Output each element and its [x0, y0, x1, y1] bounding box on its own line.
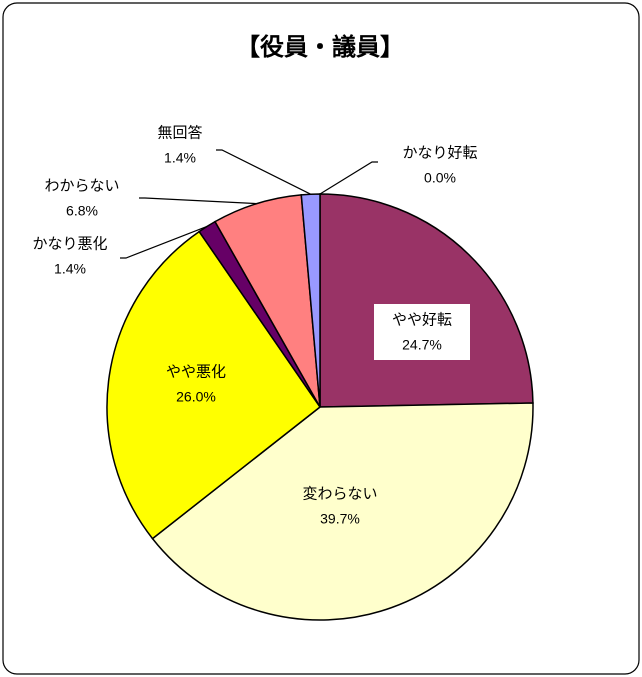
slice-label: 無回答 [157, 124, 202, 142]
slice-label: わからない [44, 177, 119, 195]
slice-label: やや好転 [392, 311, 452, 329]
slice-label: かなり悪化 [32, 235, 107, 253]
pie-slice [106, 230, 322, 540]
pie-slice [300, 193, 321, 408]
leader-line [319, 161, 378, 195]
slice-value-label: 24.7% [402, 337, 442, 353]
slice-label: 変わらない [302, 485, 377, 503]
slice-value-label: 1.4% [164, 150, 196, 166]
leader-line [216, 149, 311, 195]
chart-title: 【役員・議員】 [236, 33, 404, 61]
leader-line [120, 225, 208, 259]
slice-value-label: 6.8% [66, 203, 98, 219]
slice-value-label: 26.0% [176, 389, 216, 405]
leader-line [139, 197, 257, 205]
pie-slice [151, 402, 534, 621]
slice-label: かなり好転 [402, 144, 477, 162]
slice-value-label: 0.0% [424, 170, 456, 186]
slice-value-label: 1.4% [54, 261, 86, 277]
slice-value-label: 39.7% [320, 511, 360, 527]
pie-slice [319, 193, 534, 408]
label-background [374, 304, 470, 360]
slice-label: やや悪化 [166, 363, 226, 381]
